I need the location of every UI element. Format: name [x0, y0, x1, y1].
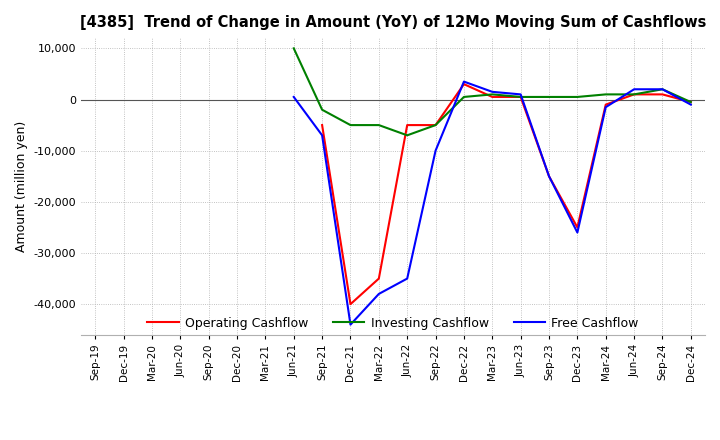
Free Cashflow — [516, 92, 525, 97]
Free Cashflow — [403, 276, 412, 281]
Line: Investing Cashflow: Investing Cashflow — [294, 48, 690, 136]
Investing Cashflow — [488, 92, 497, 97]
Free Cashflow — [431, 148, 440, 153]
Investing Cashflow — [573, 94, 582, 99]
Free Cashflow — [686, 102, 695, 107]
Free Cashflow — [346, 322, 355, 327]
Line: Operating Cashflow: Operating Cashflow — [322, 84, 690, 304]
Investing Cashflow — [686, 99, 695, 105]
Operating Cashflow — [318, 122, 326, 128]
Operating Cashflow — [431, 122, 440, 128]
Free Cashflow — [289, 94, 298, 99]
Free Cashflow — [459, 79, 468, 84]
Operating Cashflow — [488, 94, 497, 99]
Operating Cashflow — [459, 81, 468, 87]
Y-axis label: Amount (million yen): Amount (million yen) — [15, 121, 28, 252]
Investing Cashflow — [658, 87, 667, 92]
Operating Cashflow — [346, 301, 355, 307]
Free Cashflow — [630, 87, 639, 92]
Investing Cashflow — [318, 107, 326, 112]
Operating Cashflow — [403, 122, 412, 128]
Operating Cashflow — [658, 92, 667, 97]
Operating Cashflow — [545, 174, 554, 179]
Investing Cashflow — [516, 94, 525, 99]
Operating Cashflow — [630, 92, 639, 97]
Free Cashflow — [545, 174, 554, 179]
Title: [4385]  Trend of Change in Amount (YoY) of 12Mo Moving Sum of Cashflows: [4385] Trend of Change in Amount (YoY) o… — [80, 15, 706, 30]
Free Cashflow — [658, 87, 667, 92]
Free Cashflow — [318, 133, 326, 138]
Investing Cashflow — [431, 122, 440, 128]
Investing Cashflow — [630, 92, 639, 97]
Operating Cashflow — [516, 94, 525, 99]
Investing Cashflow — [289, 46, 298, 51]
Operating Cashflow — [601, 102, 610, 107]
Free Cashflow — [488, 89, 497, 95]
Investing Cashflow — [459, 94, 468, 99]
Free Cashflow — [601, 105, 610, 110]
Investing Cashflow — [374, 122, 383, 128]
Free Cashflow — [374, 291, 383, 297]
Line: Free Cashflow: Free Cashflow — [294, 81, 690, 325]
Investing Cashflow — [545, 94, 554, 99]
Investing Cashflow — [601, 92, 610, 97]
Investing Cashflow — [346, 122, 355, 128]
Legend: Operating Cashflow, Investing Cashflow, Free Cashflow: Operating Cashflow, Investing Cashflow, … — [143, 312, 644, 334]
Operating Cashflow — [573, 225, 582, 230]
Operating Cashflow — [686, 99, 695, 105]
Operating Cashflow — [374, 276, 383, 281]
Free Cashflow — [573, 230, 582, 235]
Investing Cashflow — [403, 133, 412, 138]
